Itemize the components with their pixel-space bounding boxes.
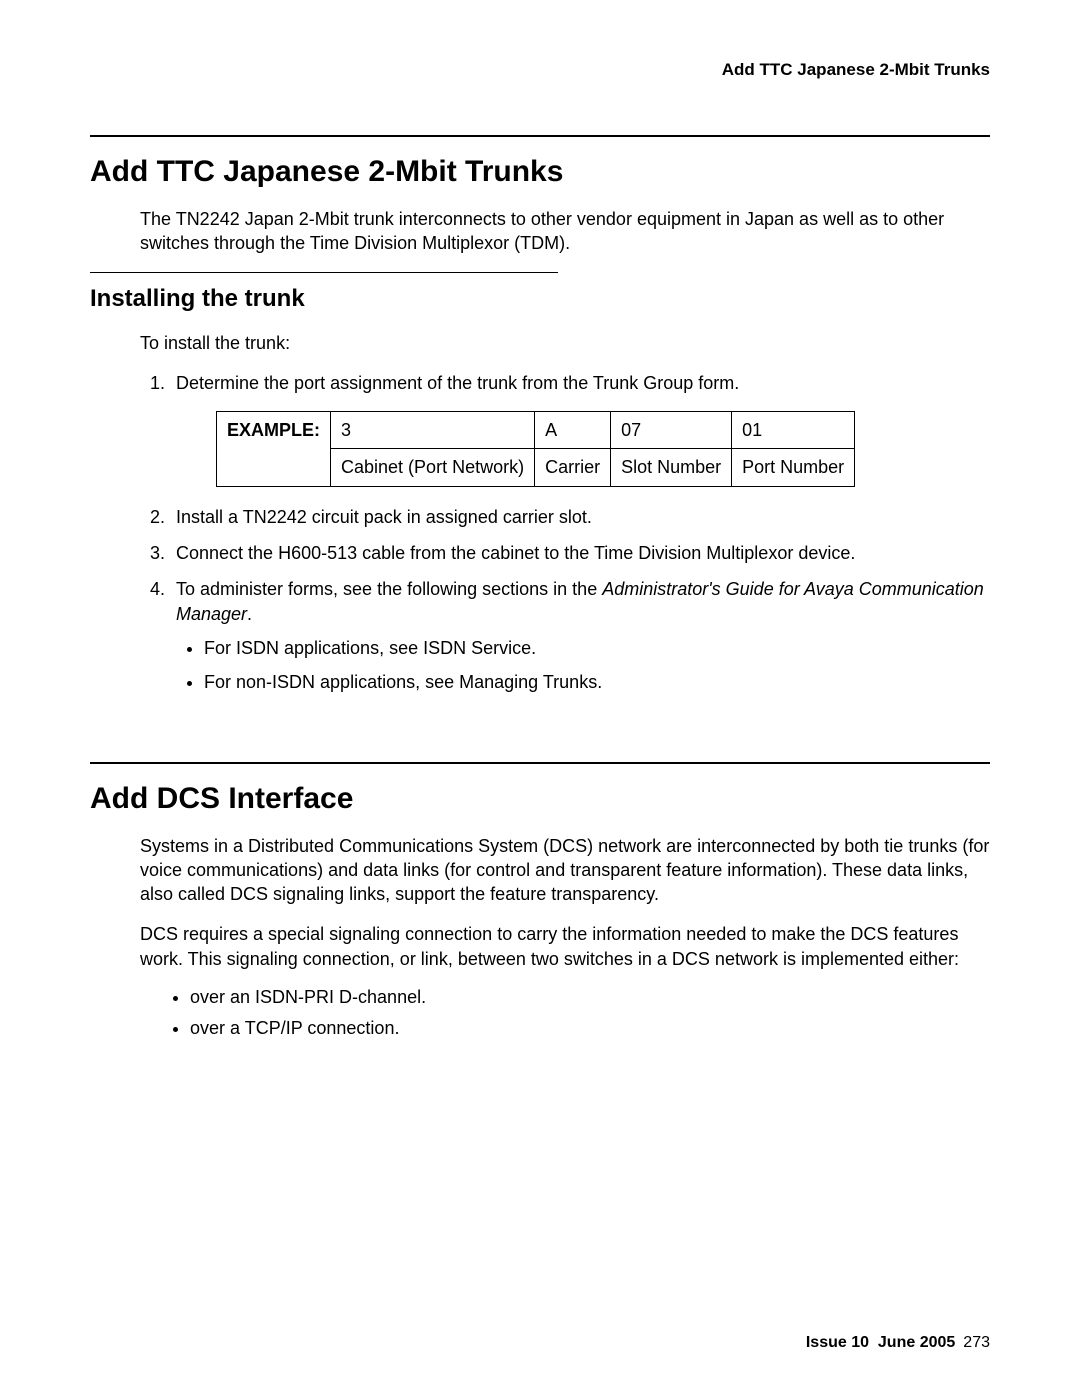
section2-para2: DCS requires a special signaling connect…	[140, 922, 990, 971]
example-r1c2: A	[535, 412, 611, 449]
footer-issue: Issue 10	[806, 1334, 869, 1351]
section-rule	[90, 135, 990, 137]
example-label: EXAMPLE:	[217, 412, 331, 487]
example-r1c3: 07	[611, 412, 732, 449]
example-r2c4: Port Number	[732, 449, 855, 486]
section1-intro: The TN2242 Japan 2-Mbit trunk interconne…	[140, 207, 990, 256]
step-2: Install a TN2242 circuit pack in assigne…	[170, 505, 990, 529]
document-page: Add TTC Japanese 2-Mbit Trunks Add TTC J…	[0, 0, 1080, 1397]
example-r2c2: Carrier	[535, 449, 611, 486]
step-4-sub2: For non-ISDN applications, see Managing …	[204, 670, 990, 694]
example-table: EXAMPLE: 3 A 07 01 Cabinet (Port Network…	[216, 411, 855, 487]
install-steps: Determine the port assignment of the tru…	[170, 371, 990, 695]
example-r1c1: 3	[331, 412, 535, 449]
section1-lead: To install the trunk:	[140, 331, 990, 355]
section2-bullet1: over an ISDN-PRI D-channel.	[190, 987, 990, 1008]
section1-subheading: Installing the trunk	[90, 285, 990, 313]
section-rule	[90, 762, 990, 764]
step-1-text: Determine the port assignment of the tru…	[176, 373, 739, 393]
step-1: Determine the port assignment of the tru…	[170, 371, 990, 487]
footer-page-number: 273	[963, 1334, 990, 1351]
section2-heading: Add DCS Interface	[90, 782, 990, 816]
section2-bullet2: over a TCP/IP connection.	[190, 1018, 990, 1039]
step-4-sub1: For ISDN applications, see ISDN Service.	[204, 636, 990, 660]
step-4-suffix: .	[247, 604, 252, 624]
section2-para1: Systems in a Distributed Communications …	[140, 834, 990, 907]
example-r2c3: Slot Number	[611, 449, 732, 486]
running-header: Add TTC Japanese 2-Mbit Trunks	[90, 60, 990, 80]
example-r1c4: 01	[732, 412, 855, 449]
section1-heading: Add TTC Japanese 2-Mbit Trunks	[90, 155, 990, 189]
page-footer: Issue 10 June 2005 273	[806, 1334, 990, 1352]
step-3: Connect the H600-513 cable from the cabi…	[170, 541, 990, 565]
step-4: To administer forms, see the following s…	[170, 577, 990, 694]
example-r2c1: Cabinet (Port Network)	[331, 449, 535, 486]
subsection-rule	[90, 272, 558, 273]
section2-bullets: over an ISDN-PRI D-channel. over a TCP/I…	[190, 987, 990, 1039]
step-4-sublist: For ISDN applications, see ISDN Service.…	[204, 636, 990, 695]
step-4-prefix: To administer forms, see the following s…	[176, 579, 602, 599]
footer-date: June 2005	[878, 1334, 955, 1351]
